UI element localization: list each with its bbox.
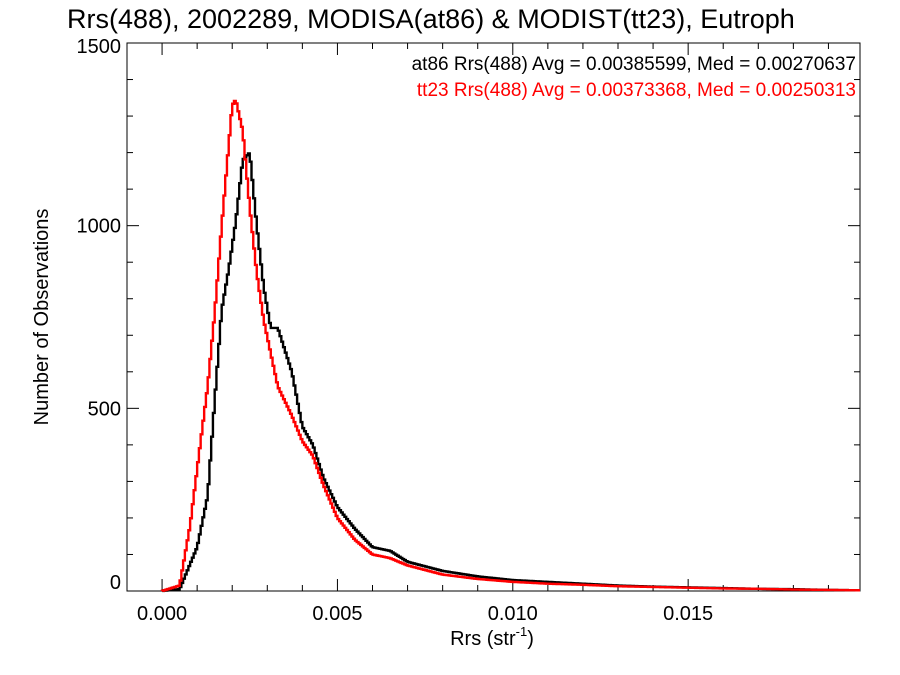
x-tick-label: 0.010 (488, 603, 538, 625)
x-axis-label-main: Rrs (str (450, 628, 516, 650)
series-layer (160, 99, 860, 593)
annotation-tt23: tt23 Rrs(488) Avg = 0.00373368, Med = 0.… (417, 80, 856, 101)
x-tick-label: 0.015 (663, 603, 713, 625)
y-tick-label: 0 (110, 572, 121, 594)
x-axis-label: Rrs (str-1) (450, 624, 534, 650)
y-tick-label: 1500 (77, 36, 122, 58)
x-tick-label: 0.005 (312, 603, 362, 625)
y-axis-ticks: 0 500 1000 1500 (77, 36, 860, 594)
x-axis-label-superscript: -1 (516, 624, 528, 639)
y-tick-label: 500 (88, 398, 121, 420)
chart-title: Rrs(488), 2002289, MODISA(at86) & MODIST… (67, 4, 795, 34)
x-axis-ticks: 0.000 0.005 0.010 0.015 (137, 43, 829, 625)
series-line-0 (160, 152, 860, 593)
y-tick-label: 1000 (77, 216, 122, 238)
y-axis-label: Number of Observations (31, 209, 53, 426)
x-axis-label-tail: ) (527, 628, 534, 650)
plot-frame (126, 42, 861, 592)
annotation-at86: at86 Rrs(488) Avg = 0.00385599, Med = 0.… (412, 54, 856, 75)
x-tick-label: 0.000 (137, 603, 187, 625)
series-line-1 (160, 99, 860, 592)
